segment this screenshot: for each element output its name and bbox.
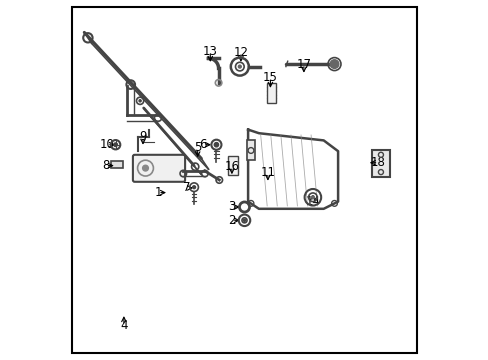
- Circle shape: [238, 65, 241, 68]
- Circle shape: [214, 143, 218, 147]
- Circle shape: [311, 196, 314, 199]
- FancyBboxPatch shape: [133, 155, 185, 182]
- Text: 7: 7: [183, 181, 190, 194]
- Text: 13: 13: [203, 45, 217, 58]
- Bar: [228, 156, 237, 175]
- Text: 9: 9: [139, 130, 146, 143]
- Text: 18: 18: [370, 156, 385, 169]
- Text: 5: 5: [194, 141, 201, 154]
- Circle shape: [243, 219, 245, 221]
- Bar: [266, 83, 275, 103]
- Text: 14: 14: [305, 195, 320, 208]
- Text: 2: 2: [228, 214, 235, 227]
- Circle shape: [192, 186, 195, 189]
- Text: 15: 15: [263, 71, 277, 84]
- Circle shape: [114, 143, 117, 147]
- Text: 6: 6: [199, 138, 206, 151]
- Text: 4: 4: [120, 319, 127, 332]
- Bar: [247, 140, 254, 160]
- Text: 10: 10: [100, 138, 114, 151]
- Text: 17: 17: [296, 58, 311, 71]
- Text: 1: 1: [154, 186, 162, 199]
- Bar: [111, 161, 122, 168]
- FancyBboxPatch shape: [371, 150, 389, 177]
- Text: 8: 8: [102, 159, 109, 172]
- Text: 16: 16: [224, 160, 239, 173]
- Text: 3: 3: [228, 201, 235, 213]
- Text: 11: 11: [260, 166, 275, 179]
- Text: 12: 12: [233, 46, 248, 59]
- Circle shape: [329, 60, 338, 68]
- Circle shape: [139, 100, 141, 102]
- Circle shape: [142, 165, 148, 171]
